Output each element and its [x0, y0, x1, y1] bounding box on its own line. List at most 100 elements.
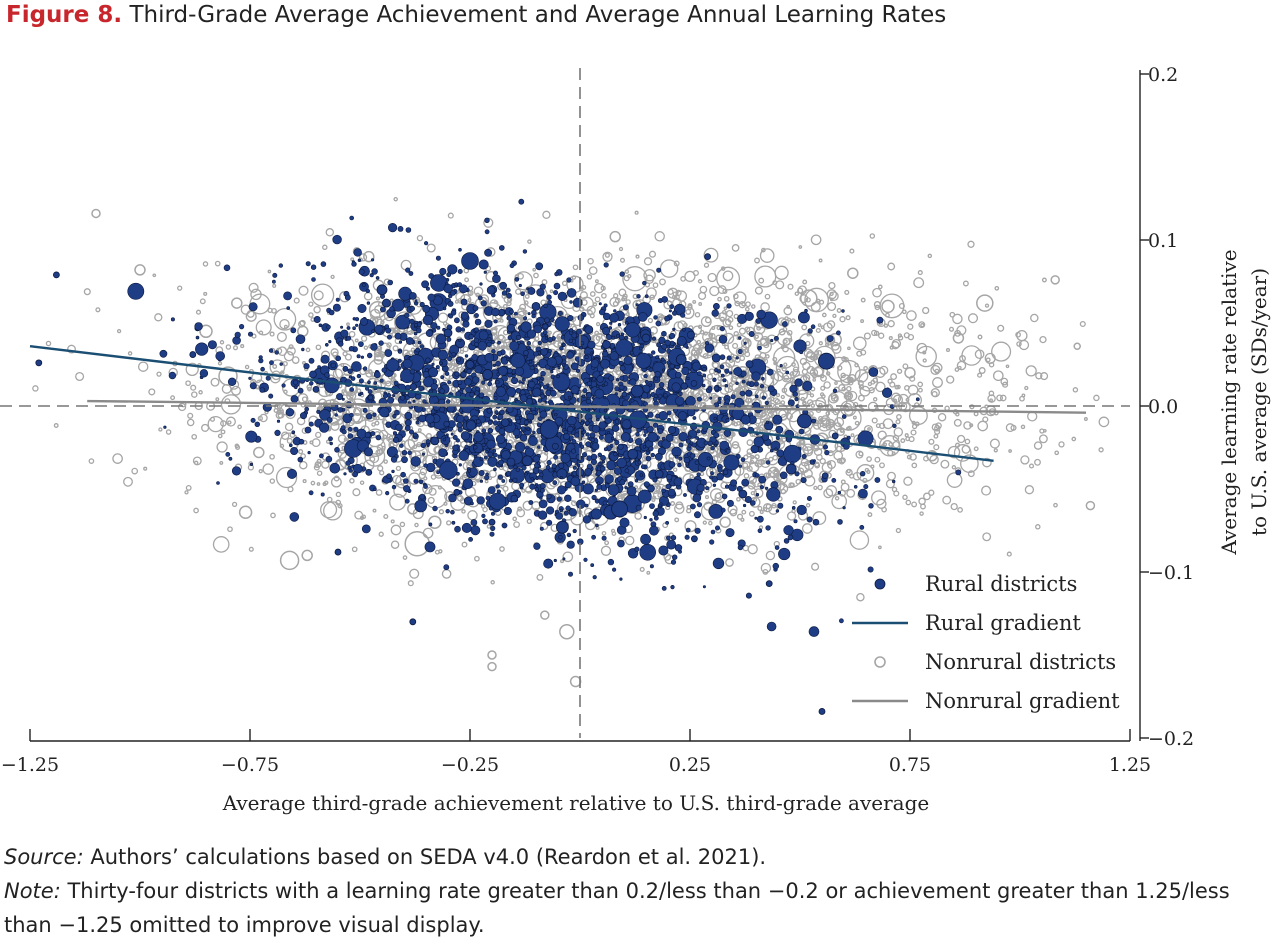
rural-district-point [787, 534, 794, 541]
rural-district-point [388, 223, 398, 233]
rural-district-point [868, 503, 874, 509]
rural-district-point [424, 541, 436, 553]
nonrural-district-point [594, 279, 599, 284]
rural-district-point [867, 566, 874, 573]
rural-district-point [464, 444, 469, 449]
rural-district-point [421, 452, 425, 456]
rural-district-point [666, 345, 671, 349]
rural-district-point [405, 384, 411, 391]
rural-district-point [694, 527, 701, 534]
rural-district-point [719, 326, 725, 332]
rural-district-point [379, 306, 386, 313]
nonrural-district-point [216, 441, 228, 453]
rural-district-point [806, 495, 812, 501]
nonrural-district-point [895, 419, 901, 425]
nonrural-district-point [787, 283, 794, 290]
nonrural-district-point [988, 390, 995, 397]
nonrural-district-point [810, 301, 821, 312]
rural-district-point [670, 584, 675, 590]
rural-district-point [724, 368, 730, 374]
rural-district-point [801, 453, 807, 459]
nonrural-district-point [760, 562, 772, 574]
nonrural-district-point [393, 196, 398, 202]
nonrural-district-point [857, 394, 865, 402]
nonrural-district-point [486, 524, 492, 529]
nonrural-district-point [907, 323, 914, 330]
nonrural-district-point [231, 501, 238, 508]
rural-district-point [686, 330, 695, 339]
nonrural-district-point [956, 434, 966, 444]
nonrural-district-point [490, 580, 495, 585]
rural-district-point [589, 432, 596, 439]
rural-district-point [304, 406, 310, 412]
rural-district-point [601, 350, 609, 358]
nonrural-district-point [706, 373, 714, 380]
nonrural-district-point [716, 266, 741, 291]
rural-district-point [644, 379, 649, 384]
nonrural-district-point [488, 469, 497, 478]
nonrural-district-point [709, 285, 720, 297]
nonrural-district-point [298, 285, 309, 296]
nonrural-district-point [879, 462, 885, 469]
rural-district-point [837, 490, 841, 495]
nonrural-district-point [743, 473, 750, 479]
rural-district-point [766, 487, 781, 502]
rural-district-point [215, 351, 225, 361]
nonrural-district-point [648, 250, 657, 258]
rural-district-point [657, 428, 664, 434]
nonrural-district-point [423, 476, 428, 481]
nonrural-district-point [185, 362, 199, 377]
rural-district-point [598, 302, 602, 306]
nonrural-district-point [952, 313, 963, 325]
nonrural-district-point [344, 353, 352, 361]
rural-district-point [290, 446, 299, 455]
rural-district-point [603, 395, 607, 400]
nonrural-district-point [815, 327, 821, 334]
rural-district-point [603, 262, 609, 268]
nonrural-district-point [933, 433, 939, 439]
rural-district-point [414, 499, 428, 513]
nonrural-district-point [736, 513, 744, 520]
rural-district-point [821, 472, 829, 479]
rural-district-point [482, 518, 488, 525]
rural-district-point [523, 316, 528, 321]
nonrural-district-point [237, 424, 242, 430]
rural-district-point [667, 425, 676, 434]
nonrural-district-point [234, 443, 240, 449]
rural-district-point [337, 407, 344, 413]
nonrural-district-point [569, 675, 582, 688]
rural-district-point [714, 525, 720, 531]
rural-district-point [719, 364, 725, 370]
nonrural-district-point [846, 488, 856, 498]
rural-district-point [604, 474, 614, 484]
rural-district-point [497, 340, 501, 345]
rural-district-point [556, 496, 562, 502]
rural-district-point [574, 432, 580, 438]
rural-district-point [313, 315, 321, 323]
nonrural-district-point [744, 306, 750, 312]
nonrural-district-point [919, 511, 924, 516]
nonrural-district-point [267, 269, 272, 274]
nonrural-district-point [566, 411, 572, 418]
rural-district-point [425, 286, 430, 291]
rural-district-point [684, 534, 690, 540]
nonrural-district-point [741, 509, 747, 515]
nonrural-district-point [359, 480, 365, 485]
nonrural-district-point [748, 510, 755, 517]
rural-district-point [691, 442, 697, 448]
nonrural-district-point [127, 351, 133, 356]
nonrural-district-point [722, 288, 728, 294]
rural-district-point [351, 361, 362, 372]
nonrural-district-point [348, 397, 353, 401]
nonrural-district-point [836, 308, 842, 313]
rural-district-point [308, 421, 314, 427]
nonrural-district-point [674, 517, 680, 523]
nonrural-district-point [1024, 385, 1029, 391]
rural-district-point [863, 484, 869, 490]
nonrural-district-point [512, 516, 518, 522]
nonrural-district-point [689, 474, 694, 479]
rural-district-point [600, 454, 606, 461]
nonrural-district-point [383, 513, 389, 520]
nonrural-district-point [1041, 277, 1047, 283]
nonrural-district-point [1040, 372, 1049, 381]
